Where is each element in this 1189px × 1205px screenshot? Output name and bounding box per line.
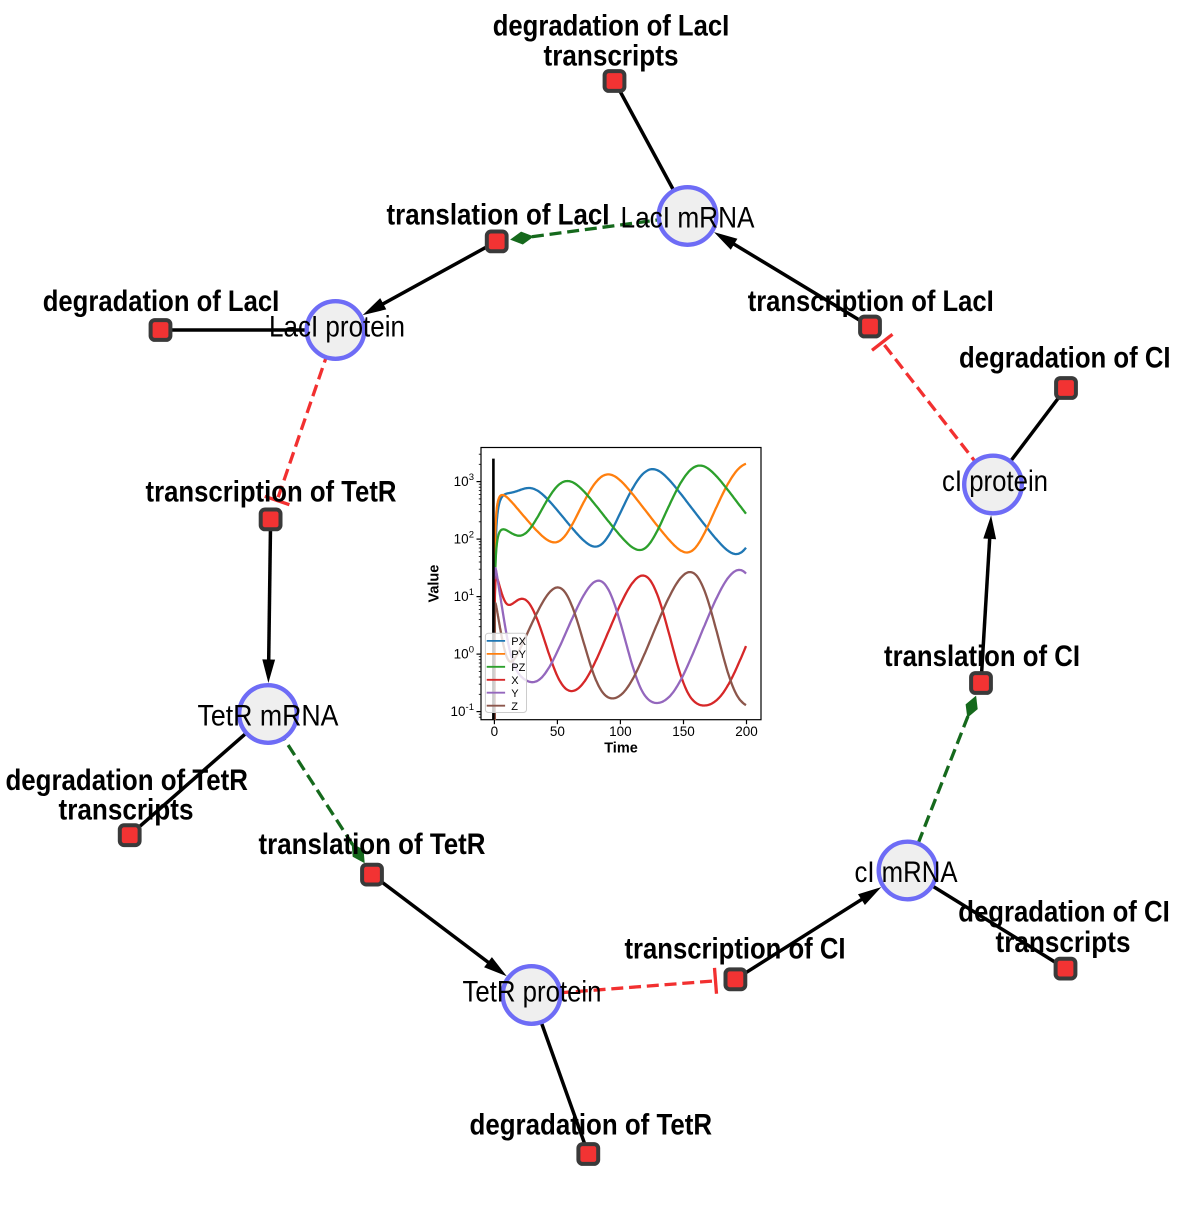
svg-text:LacI mRNA: LacI mRNA bbox=[621, 202, 755, 235]
svg-text:transcription of TetR: transcription of TetR bbox=[146, 476, 397, 509]
svg-text:PZ: PZ bbox=[511, 662, 525, 674]
svg-text:TetR mRNA: TetR mRNA bbox=[198, 700, 339, 733]
svg-text:cI protein: cI protein bbox=[942, 465, 1048, 498]
svg-text:Z: Z bbox=[511, 701, 518, 713]
svg-text:100: 100 bbox=[609, 724, 632, 739]
svg-text:Time: Time bbox=[604, 741, 638, 757]
svg-text:0: 0 bbox=[491, 724, 499, 739]
svg-text:degradation of LacI: degradation of LacI bbox=[493, 9, 730, 42]
svg-text:PX: PX bbox=[511, 636, 526, 648]
svg-text:50: 50 bbox=[550, 724, 565, 739]
svg-text:degradation of CI: degradation of CI bbox=[958, 896, 1170, 929]
svg-text:transcripts: transcripts bbox=[996, 926, 1131, 959]
svg-text:PY: PY bbox=[511, 649, 526, 661]
svg-text:LacI protein: LacI protein bbox=[269, 311, 405, 344]
svg-text:degradation of CI: degradation of CI bbox=[959, 341, 1171, 374]
svg-text:150: 150 bbox=[672, 724, 695, 739]
svg-text:TetR protein: TetR protein bbox=[463, 976, 602, 1009]
svg-text:translation of TetR: translation of TetR bbox=[259, 828, 486, 861]
svg-text:transcripts: transcripts bbox=[59, 794, 194, 827]
svg-text:200: 200 bbox=[735, 724, 758, 739]
svg-text:Y: Y bbox=[511, 688, 519, 700]
svg-text:degradation of TetR: degradation of TetR bbox=[470, 1109, 713, 1142]
svg-text:degradation of TetR: degradation of TetR bbox=[5, 764, 248, 797]
svg-text:translation of CI: translation of CI bbox=[884, 640, 1080, 673]
svg-text:transcription of CI: transcription of CI bbox=[625, 933, 846, 966]
svg-text:translation of LacI: translation of LacI bbox=[387, 198, 610, 231]
svg-text:degradation of LacI: degradation of LacI bbox=[43, 285, 280, 318]
svg-text:cI mRNA: cI mRNA bbox=[855, 856, 958, 889]
svg-text:X: X bbox=[511, 675, 519, 687]
svg-text:transcripts: transcripts bbox=[544, 39, 679, 72]
svg-text:transcription of LacI: transcription of LacI bbox=[748, 285, 994, 318]
svg-text:Value: Value bbox=[427, 565, 443, 603]
